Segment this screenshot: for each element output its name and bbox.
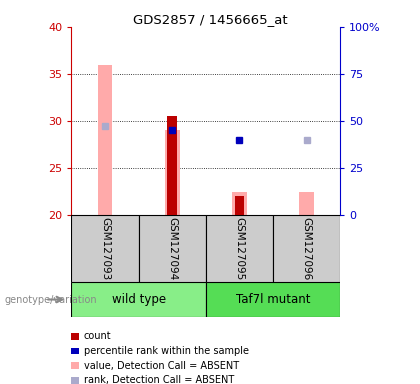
Text: wild type: wild type (112, 293, 165, 306)
Bar (139, 215, 206, 282)
Text: rank, Detection Call = ABSENT: rank, Detection Call = ABSENT (84, 375, 234, 384)
Bar (299, 192, 314, 215)
Text: percentile rank within the sample: percentile rank within the sample (84, 346, 249, 356)
Bar (97, 65, 113, 215)
Text: GSM127096: GSM127096 (302, 217, 312, 280)
Text: value, Detection Call = ABSENT: value, Detection Call = ABSENT (84, 361, 239, 371)
Bar (71, 215, 139, 282)
Text: GSM127093: GSM127093 (100, 217, 110, 280)
Bar (165, 131, 180, 215)
Bar (232, 192, 247, 215)
Text: Taf7l mutant: Taf7l mutant (236, 293, 310, 306)
Bar (206, 215, 273, 282)
Text: GSM127095: GSM127095 (234, 217, 244, 280)
Bar (273, 215, 340, 282)
Text: GDS2857 / 1456665_at: GDS2857 / 1456665_at (133, 13, 287, 26)
Bar (206, 282, 340, 317)
Bar (235, 196, 244, 215)
Text: count: count (84, 331, 112, 341)
Bar (71, 282, 206, 317)
Bar (168, 116, 177, 215)
Text: GSM127094: GSM127094 (167, 217, 177, 280)
Text: genotype/variation: genotype/variation (4, 295, 97, 305)
